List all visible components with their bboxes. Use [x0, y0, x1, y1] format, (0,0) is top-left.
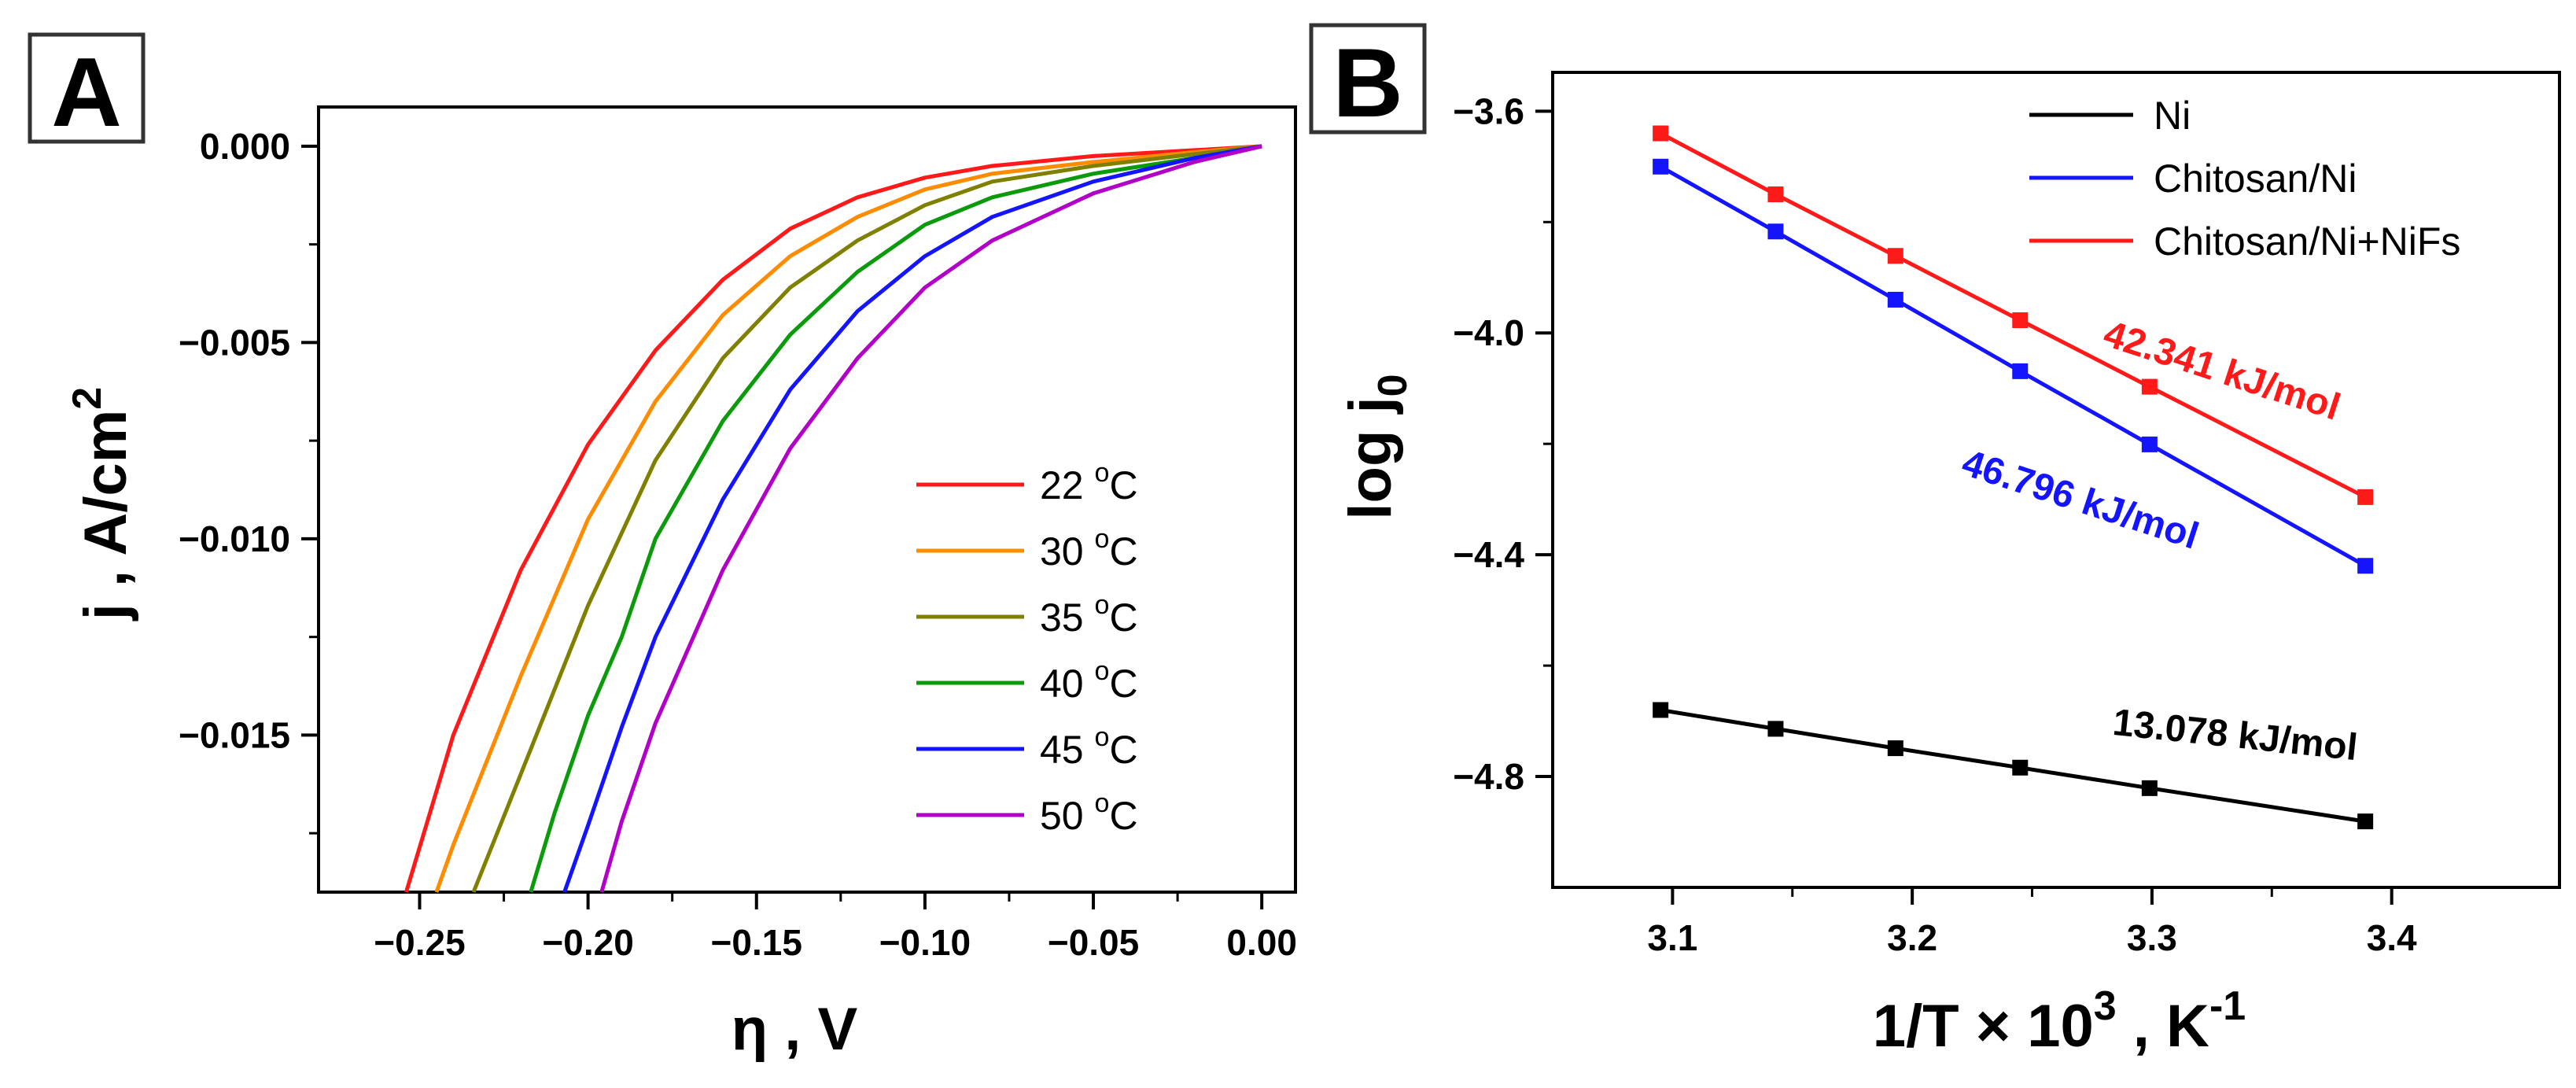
- data-point: [1767, 721, 1784, 737]
- x-axis-label-a: η , V: [732, 996, 858, 1063]
- series-line-35-c: [471, 144, 1262, 893]
- series-line-50-c: [599, 144, 1262, 893]
- data-point: [2012, 312, 2029, 329]
- data-point: [2141, 436, 2158, 452]
- legend-label: Chitosan/Ni: [2154, 157, 2357, 201]
- panel-b-label: B: [1332, 29, 1403, 138]
- legend-label: 22 oC: [1040, 458, 1138, 507]
- y-tick-label: −0.010: [179, 518, 290, 559]
- x-tick-label: 3.4: [2367, 917, 2417, 958]
- series-line-chitosan-ni: [1659, 164, 2367, 568]
- y-tick-label: −0.015: [179, 714, 290, 755]
- y-axis-label-b: log j0: [1337, 374, 1416, 519]
- y-tick-label: −4.4: [1453, 534, 1524, 575]
- data-point: [1887, 248, 1903, 264]
- legend-label: Chitosan/Ni+NiFs: [2154, 219, 2460, 264]
- data-point: [2141, 780, 2158, 796]
- legend-b: Ni Chitosan/Ni Chitosan/Ni+NiFs: [2029, 94, 2460, 264]
- legend-a: 22 oC 30 oC 35 oC 40 oC 45 oC 50 oC: [916, 458, 1138, 838]
- plot-area-b: [1551, 71, 2561, 889]
- legend-label: 45 oC: [1040, 722, 1138, 772]
- data-point: [2141, 378, 2158, 395]
- y-axis-label-a: j , A/cm2: [64, 387, 139, 621]
- data-point: [2012, 759, 2029, 776]
- data-point: [2357, 813, 2374, 830]
- data-point: [2357, 558, 2374, 574]
- legend-label: 30 oC: [1040, 524, 1138, 574]
- x-tick-label: −0.15: [711, 922, 802, 963]
- data-point: [2357, 489, 2374, 505]
- x-tick-label: 3.2: [1887, 917, 1937, 958]
- data-point: [1887, 740, 1903, 757]
- x-tick-label: −0.05: [1048, 922, 1139, 963]
- axis-ticks-a: −0.25 −0.20 −0.15 −0.10 −0.05 0.00 0.000 −0.005…: [179, 126, 1297, 963]
- panel-b-label-box: [1309, 23, 1427, 135]
- y-tick-label: −0.005: [179, 322, 290, 363]
- y-tick-label: −4.0: [1453, 312, 1524, 353]
- series-line-ni: [1660, 708, 2366, 824]
- y-tick-label: 0.000: [200, 126, 290, 167]
- series-line-22-c: [404, 144, 1262, 893]
- y-tick-label: −3.6: [1453, 90, 1524, 131]
- x-axis-label-b: 1/T × 103 , K-1: [1873, 983, 2246, 1060]
- x-tick-label: −0.10: [879, 922, 971, 963]
- x-tick-label: 3.3: [2127, 917, 2177, 958]
- data-point: [1887, 291, 1903, 308]
- y-tick-label: −4.8: [1453, 756, 1524, 797]
- series-line-45-c: [562, 144, 1262, 893]
- data-point: [1653, 125, 1669, 142]
- legend-label: 40 oC: [1040, 656, 1138, 706]
- data-point: [2012, 363, 2029, 379]
- series-line-30-c: [434, 144, 1262, 893]
- axis-ticks-b: 3.1 3.2 3.3 3.4 −3.6 −4.0 −4.4 −4.8: [1453, 90, 2417, 958]
- series-line-chitosan-ni-nifs: [1659, 131, 2367, 500]
- x-tick-label: −0.25: [374, 922, 465, 963]
- plot-area-a: [317, 105, 1297, 894]
- x-tick-label: −0.20: [542, 922, 633, 963]
- series-group-a: [404, 144, 1262, 893]
- panel-b: B 3.1 3.2 3.3 3.4 −3.6 −4.0 −4.4 −4.8 Ni Chitosa…: [1309, 23, 2561, 1060]
- x-tick-label: 3.1: [1647, 917, 1697, 958]
- panel-a: A −0.25 −0.20 −0.15 −0.10 −0.05 0.00 0.000 −0.0…: [28, 32, 1297, 1063]
- x-tick-label: 0.00: [1226, 922, 1297, 963]
- legend-label: 35 oC: [1040, 590, 1138, 640]
- legend-label: Ni: [2154, 94, 2191, 138]
- data-point: [1653, 702, 1669, 718]
- data-point: [1653, 158, 1669, 175]
- legend-label: 50 oC: [1040, 788, 1138, 838]
- series-group-b: [1653, 125, 2374, 830]
- data-point: [1767, 223, 1784, 240]
- panel-a-label: A: [51, 39, 122, 147]
- series-line-40-c: [529, 144, 1262, 893]
- panel-a-label-box: [28, 32, 146, 144]
- data-point: [1767, 186, 1784, 203]
